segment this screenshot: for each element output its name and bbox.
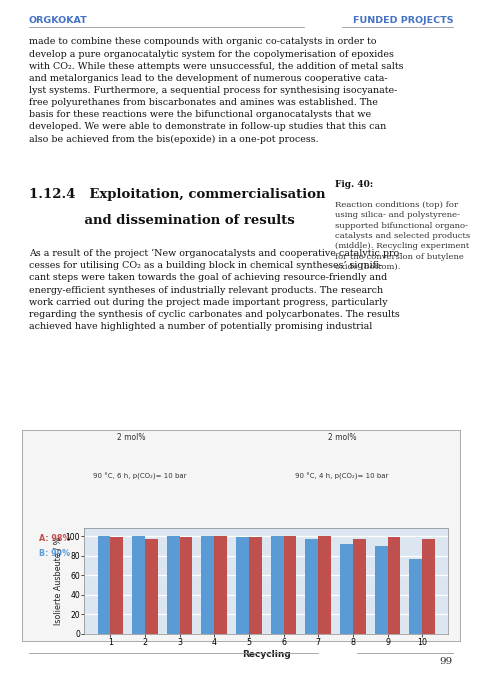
Bar	[388, 537, 401, 634]
Bar	[283, 536, 296, 634]
Bar	[110, 537, 123, 634]
Text: A: 98%: A: 98%	[175, 534, 206, 543]
Bar	[318, 536, 331, 634]
Text: B: 99%: B: 99%	[39, 549, 70, 558]
Text: 90 °C, 6 h, p(CO₂)= 10 bar: 90 °C, 6 h, p(CO₂)= 10 bar	[94, 473, 187, 480]
Bar	[145, 539, 158, 634]
Text: FUNDED PROJECTS: FUNDED PROJECTS	[352, 16, 453, 25]
Text: As a result of the project ‘New organocatalysts and cooperative catalytic pro-
c: As a result of the project ‘New organoca…	[29, 249, 402, 331]
Text: 99: 99	[440, 657, 453, 666]
Text: B: 93%: B: 93%	[105, 549, 136, 558]
Bar	[422, 539, 435, 634]
Text: A: 77%: A: 77%	[311, 534, 342, 543]
Text: A: 85%: A: 85%	[105, 534, 136, 543]
Text: B: 84 %: B: 84 %	[309, 549, 344, 558]
Bar	[353, 539, 366, 634]
Text: 1.12.4   Exploitation, commercialisation: 1.12.4 Exploitation, commercialisation	[29, 188, 325, 201]
Text: ORGKOKAT: ORGKOKAT	[29, 16, 88, 25]
Text: 90 °C, 4 h, p(CO₂)= 10 bar: 90 °C, 4 h, p(CO₂)= 10 bar	[295, 473, 388, 480]
Bar	[306, 539, 318, 634]
Bar	[236, 537, 249, 634]
Text: B: 97%: B: 97%	[390, 549, 421, 558]
Text: Reaction conditions (top) for
using silica- and polystyrene-
supported bifunctio: Reaction conditions (top) for using sili…	[335, 201, 470, 271]
Bar	[132, 536, 145, 634]
Bar	[271, 536, 283, 634]
Bar	[340, 544, 353, 634]
Text: B: 97%: B: 97%	[175, 549, 206, 558]
Bar	[97, 536, 110, 634]
Bar	[167, 536, 180, 634]
Text: 2 mol%: 2 mol%	[328, 433, 356, 442]
Text: B: 97%: B: 97%	[245, 549, 276, 558]
X-axis label: Recycling: Recycling	[242, 649, 291, 659]
Text: A: 83%: A: 83%	[245, 534, 277, 543]
Bar	[249, 537, 262, 634]
Bar	[214, 536, 227, 634]
Bar	[180, 537, 192, 634]
Text: made to combine these compounds with organic co-catalysts in order to
develop a : made to combine these compounds with org…	[29, 37, 403, 143]
Text: and dissemination of results: and dissemination of results	[29, 214, 295, 228]
Text: Fig. 40:: Fig. 40:	[335, 180, 373, 189]
Y-axis label: Isolierte Ausbeute / %: Isolierte Ausbeute / %	[54, 537, 63, 625]
Text: A: 92%: A: 92%	[390, 534, 421, 543]
Bar	[409, 558, 422, 634]
Bar	[375, 546, 388, 634]
Text: 2 mol%: 2 mol%	[117, 433, 146, 442]
Text: A: 98%: A: 98%	[39, 534, 70, 543]
Bar	[201, 536, 214, 634]
